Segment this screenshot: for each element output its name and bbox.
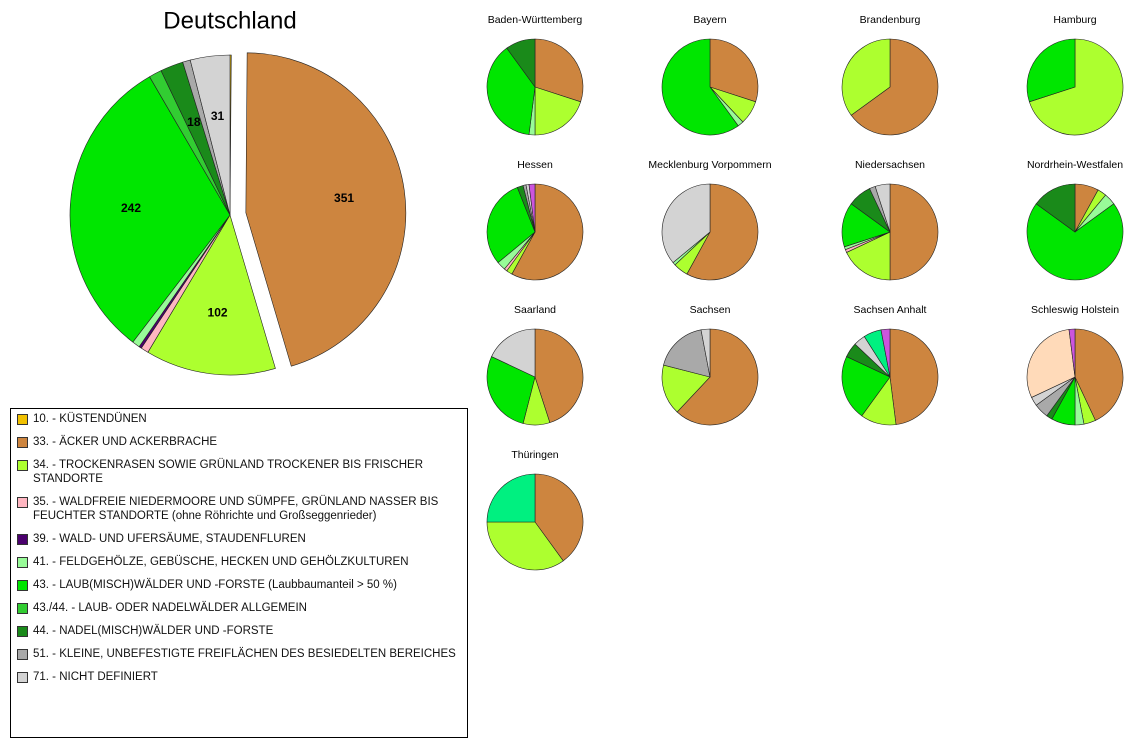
pie-slice [663, 329, 711, 378]
legend-item: 44. - NADEL(MISCH)WÄLDER UND -FORSTE [17, 624, 461, 638]
pie-title: Deutschland [163, 7, 296, 34]
pie-slice [511, 183, 584, 281]
legend-label: 35. - WALDFREIE NIEDERMOORE UND SÜMPFE, … [33, 496, 439, 522]
legend-item: 43. - LAUB(MISCH)WÄLDER UND -FORSTE (Lau… [17, 578, 461, 592]
pie-title: Sachsen [690, 304, 731, 316]
legend-label: 71. - NICHT DEFINIERT [33, 671, 158, 683]
pie-slice [245, 52, 407, 367]
pie-slice [534, 38, 584, 103]
legend-item: 51. - KLEINE, UNBEFESTIGTE FREIFLÄCHEN D… [17, 647, 461, 661]
pie-slice [486, 356, 536, 424]
pie-slice [1028, 38, 1124, 136]
pie-slice [889, 183, 939, 281]
pie-slice [889, 328, 939, 425]
pie-slice [491, 328, 536, 378]
pie-slice [69, 76, 231, 343]
legend-label: 33. - ÄCKER UND ACKERBRACHE [33, 436, 218, 448]
pie-slice [486, 186, 536, 264]
pie-slice [528, 183, 536, 233]
pie-title: Thüringen [511, 449, 558, 461]
pie-slice [709, 38, 759, 103]
pie-slice [1035, 183, 1076, 233]
pie-title: Nordrhein-Westfalen [1027, 159, 1123, 171]
pie-slice [880, 328, 891, 378]
pie-title: Niedersachsen [855, 159, 925, 171]
legend-label: 51. - KLEINE, UNBEFESTIGTE FREIFLÄCHEN D… [33, 648, 456, 660]
legend-item: 41. - FELDGEHÖLZE, GEBÜSCHE, HECKEN UND … [17, 555, 461, 569]
pie-slice [534, 328, 584, 424]
pie-title: Mecklenburg Vorpommern [648, 159, 771, 171]
data-label: 242 [121, 201, 141, 215]
pie-title: Schleswig Holstein [1031, 304, 1119, 316]
legend-swatch [17, 497, 28, 508]
data-label: 351 [334, 191, 354, 205]
pie-title: Saarland [514, 304, 556, 316]
pie-slice [534, 473, 584, 562]
pie-slice [676, 328, 759, 426]
pie-slice [1068, 328, 1076, 378]
legend-swatch [17, 649, 28, 660]
legend-label: 39. - WALD- UND UFERSÄUME, STAUDENFLUREN [33, 533, 306, 545]
data-label: 18 [187, 115, 201, 129]
legend-item: 39. - WALD- UND UFERSÄUME, STAUDENFLUREN [17, 532, 461, 546]
pie-slice [486, 473, 536, 523]
pie-slice [661, 183, 711, 264]
legend-item: 71. - NICHT DEFINIERT [17, 670, 461, 684]
pie-slice [147, 214, 276, 376]
legend-item: 35. - WALDFREIE NIEDERMOORE UND SÜMPFE, … [17, 495, 461, 523]
legend-item: 43./44. - LAUB- ODER NADELWÄLDER ALLGEME… [17, 601, 461, 615]
pie-slice [1026, 38, 1076, 103]
legend-swatch [17, 580, 28, 591]
legend-label: 43./44. - LAUB- ODER NADELWÄLDER ALLGEME… [33, 602, 307, 614]
pie-slice [846, 231, 891, 281]
data-label: 31 [211, 109, 225, 123]
legend: 10. - KÜSTENDÜNEN 33. - ÄCKER UND ACKERBR… [10, 408, 468, 738]
legend-swatch [17, 414, 28, 425]
legend-swatch [17, 603, 28, 614]
legend-swatch [17, 672, 28, 683]
legend-label: 44. - NADEL(MISCH)WÄLDER UND -FORSTE [33, 625, 274, 637]
legend-label: 34. - TROCKENRASEN SOWIE GRÜNLAND TROCKE… [33, 459, 424, 485]
pie-slice [661, 364, 711, 413]
pie-title: Baden-Württemberg [488, 14, 583, 26]
legend-label: 41. - FELDGEHÖLZE, GEBÜSCHE, HECKEN UND … [33, 556, 409, 568]
pie-title: Hamburg [1053, 14, 1096, 26]
legend-item: 33. - ÄCKER UND ACKERBRACHE [17, 435, 461, 449]
pie-slice [1026, 203, 1124, 281]
legend-item: 34. - TROCKENRASEN SOWIE GRÜNLAND TROCKE… [17, 458, 461, 486]
legend-swatch [17, 460, 28, 471]
legend-swatch [17, 534, 28, 545]
pie-title: Brandenburg [860, 14, 921, 26]
pie-title: Bayern [693, 14, 726, 26]
pie-slice [841, 38, 891, 116]
legend-swatch [17, 557, 28, 568]
legend-swatch [17, 626, 28, 637]
pie-slice [1026, 329, 1076, 398]
pie-slice [534, 86, 582, 136]
legend-swatch [17, 437, 28, 448]
pie-slice [874, 183, 891, 233]
pie-slice [486, 521, 564, 571]
pie-slice [700, 328, 711, 378]
pie-slice [486, 47, 536, 135]
pie-slice [661, 38, 739, 136]
legend-item: 10. - KÜSTENDÜNEN [17, 412, 461, 426]
legend-label: 10. - KÜSTENDÜNEN [33, 413, 147, 425]
pie-slice [1074, 328, 1124, 421]
pie-title: Hessen [517, 159, 553, 171]
pie-slice [850, 38, 939, 136]
pie-title: Sachsen Anhalt [854, 304, 927, 316]
pie-slice [506, 38, 536, 88]
legend-label: 43. - LAUB(MISCH)WÄLDER UND -FORSTE (Lau… [33, 579, 397, 591]
data-label: 102 [208, 306, 228, 320]
pie-slice [686, 183, 759, 281]
pie-slice [189, 54, 231, 216]
